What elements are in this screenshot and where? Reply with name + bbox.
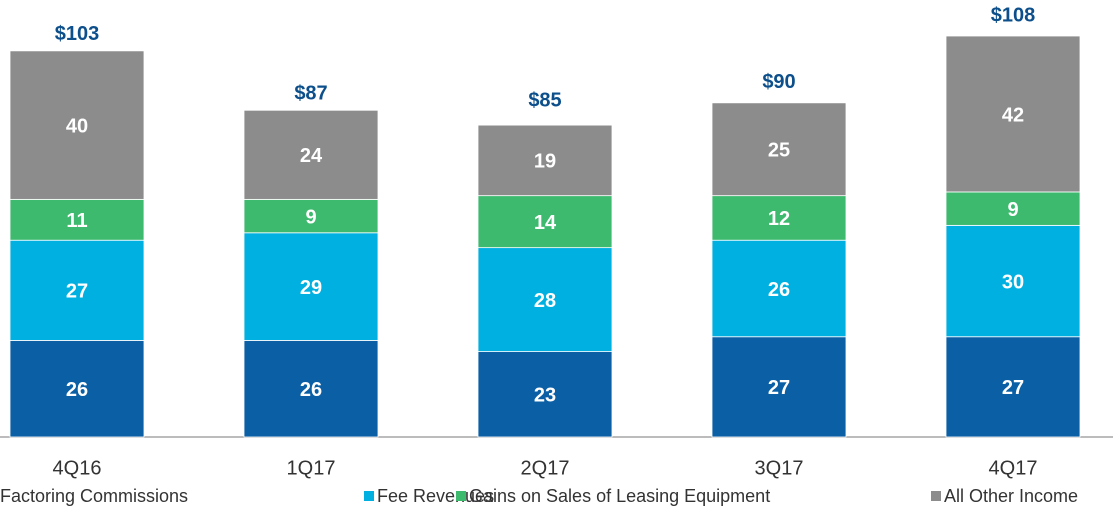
bar-segment [9, 340, 145, 438]
segment-label: 11 [66, 210, 87, 232]
bar-segment [945, 224, 1081, 338]
bar-segment [243, 340, 379, 438]
segment-label: 25 [768, 140, 790, 162]
legend-label: Factoring Commissions [0, 486, 188, 506]
bar-segment [243, 232, 379, 341]
segment-label: 26 [768, 279, 790, 301]
x-tick-label: 1Q17 [287, 457, 336, 479]
x-tick-label: 2Q17 [521, 457, 570, 479]
bar-segment [477, 247, 613, 353]
segment-label: 23 [534, 385, 556, 407]
total-label: $90 [762, 71, 795, 93]
bar-segment [945, 35, 1081, 193]
segment-label: 19 [534, 151, 556, 173]
bar-segment [711, 239, 847, 338]
segment-label: 14 [534, 212, 557, 234]
bar-segment [711, 195, 847, 241]
segment-label: 24 [300, 145, 323, 167]
bar-segment [711, 102, 847, 197]
legend-marker [931, 491, 941, 501]
total-label: $87 [294, 82, 327, 104]
bar-segment [477, 351, 613, 438]
legend-marker [456, 491, 466, 501]
segment-label: 42 [1002, 104, 1024, 126]
segment-label: 27 [768, 377, 790, 399]
legend-marker [364, 491, 374, 501]
segment-label: 29 [300, 277, 322, 299]
x-tick-label: 3Q17 [755, 457, 804, 479]
bar-segment [477, 124, 613, 197]
bar-segment [243, 109, 379, 200]
segment-label: 9 [1007, 199, 1018, 221]
x-tick-label: 4Q17 [989, 457, 1038, 479]
legend-label: Gains on Sales of Leasing Equipment [469, 486, 770, 506]
bar-segment [9, 50, 145, 200]
segment-label: 28 [534, 290, 556, 312]
bar-segment [9, 239, 145, 341]
bar-segment [243, 198, 379, 234]
bar-segment [711, 336, 847, 438]
bar-segment [945, 336, 1081, 438]
segment-label: 30 [1002, 271, 1024, 293]
segment-label: 26 [66, 379, 88, 401]
segment-label: 12 [768, 208, 790, 230]
total-label: $85 [528, 90, 561, 112]
total-label: $108 [991, 4, 1036, 26]
total-label: $103 [55, 23, 100, 45]
segment-label: 26 [300, 379, 322, 401]
segment-label: 40 [66, 115, 88, 137]
legend-label: All Other Income [944, 486, 1078, 506]
bar-segment [945, 191, 1081, 226]
segment-label: 9 [305, 206, 316, 228]
x-tick-label: 4Q16 [53, 457, 102, 479]
segment-label: 27 [1002, 377, 1024, 399]
segment-label: 27 [66, 281, 88, 303]
bar-segment [477, 195, 613, 249]
